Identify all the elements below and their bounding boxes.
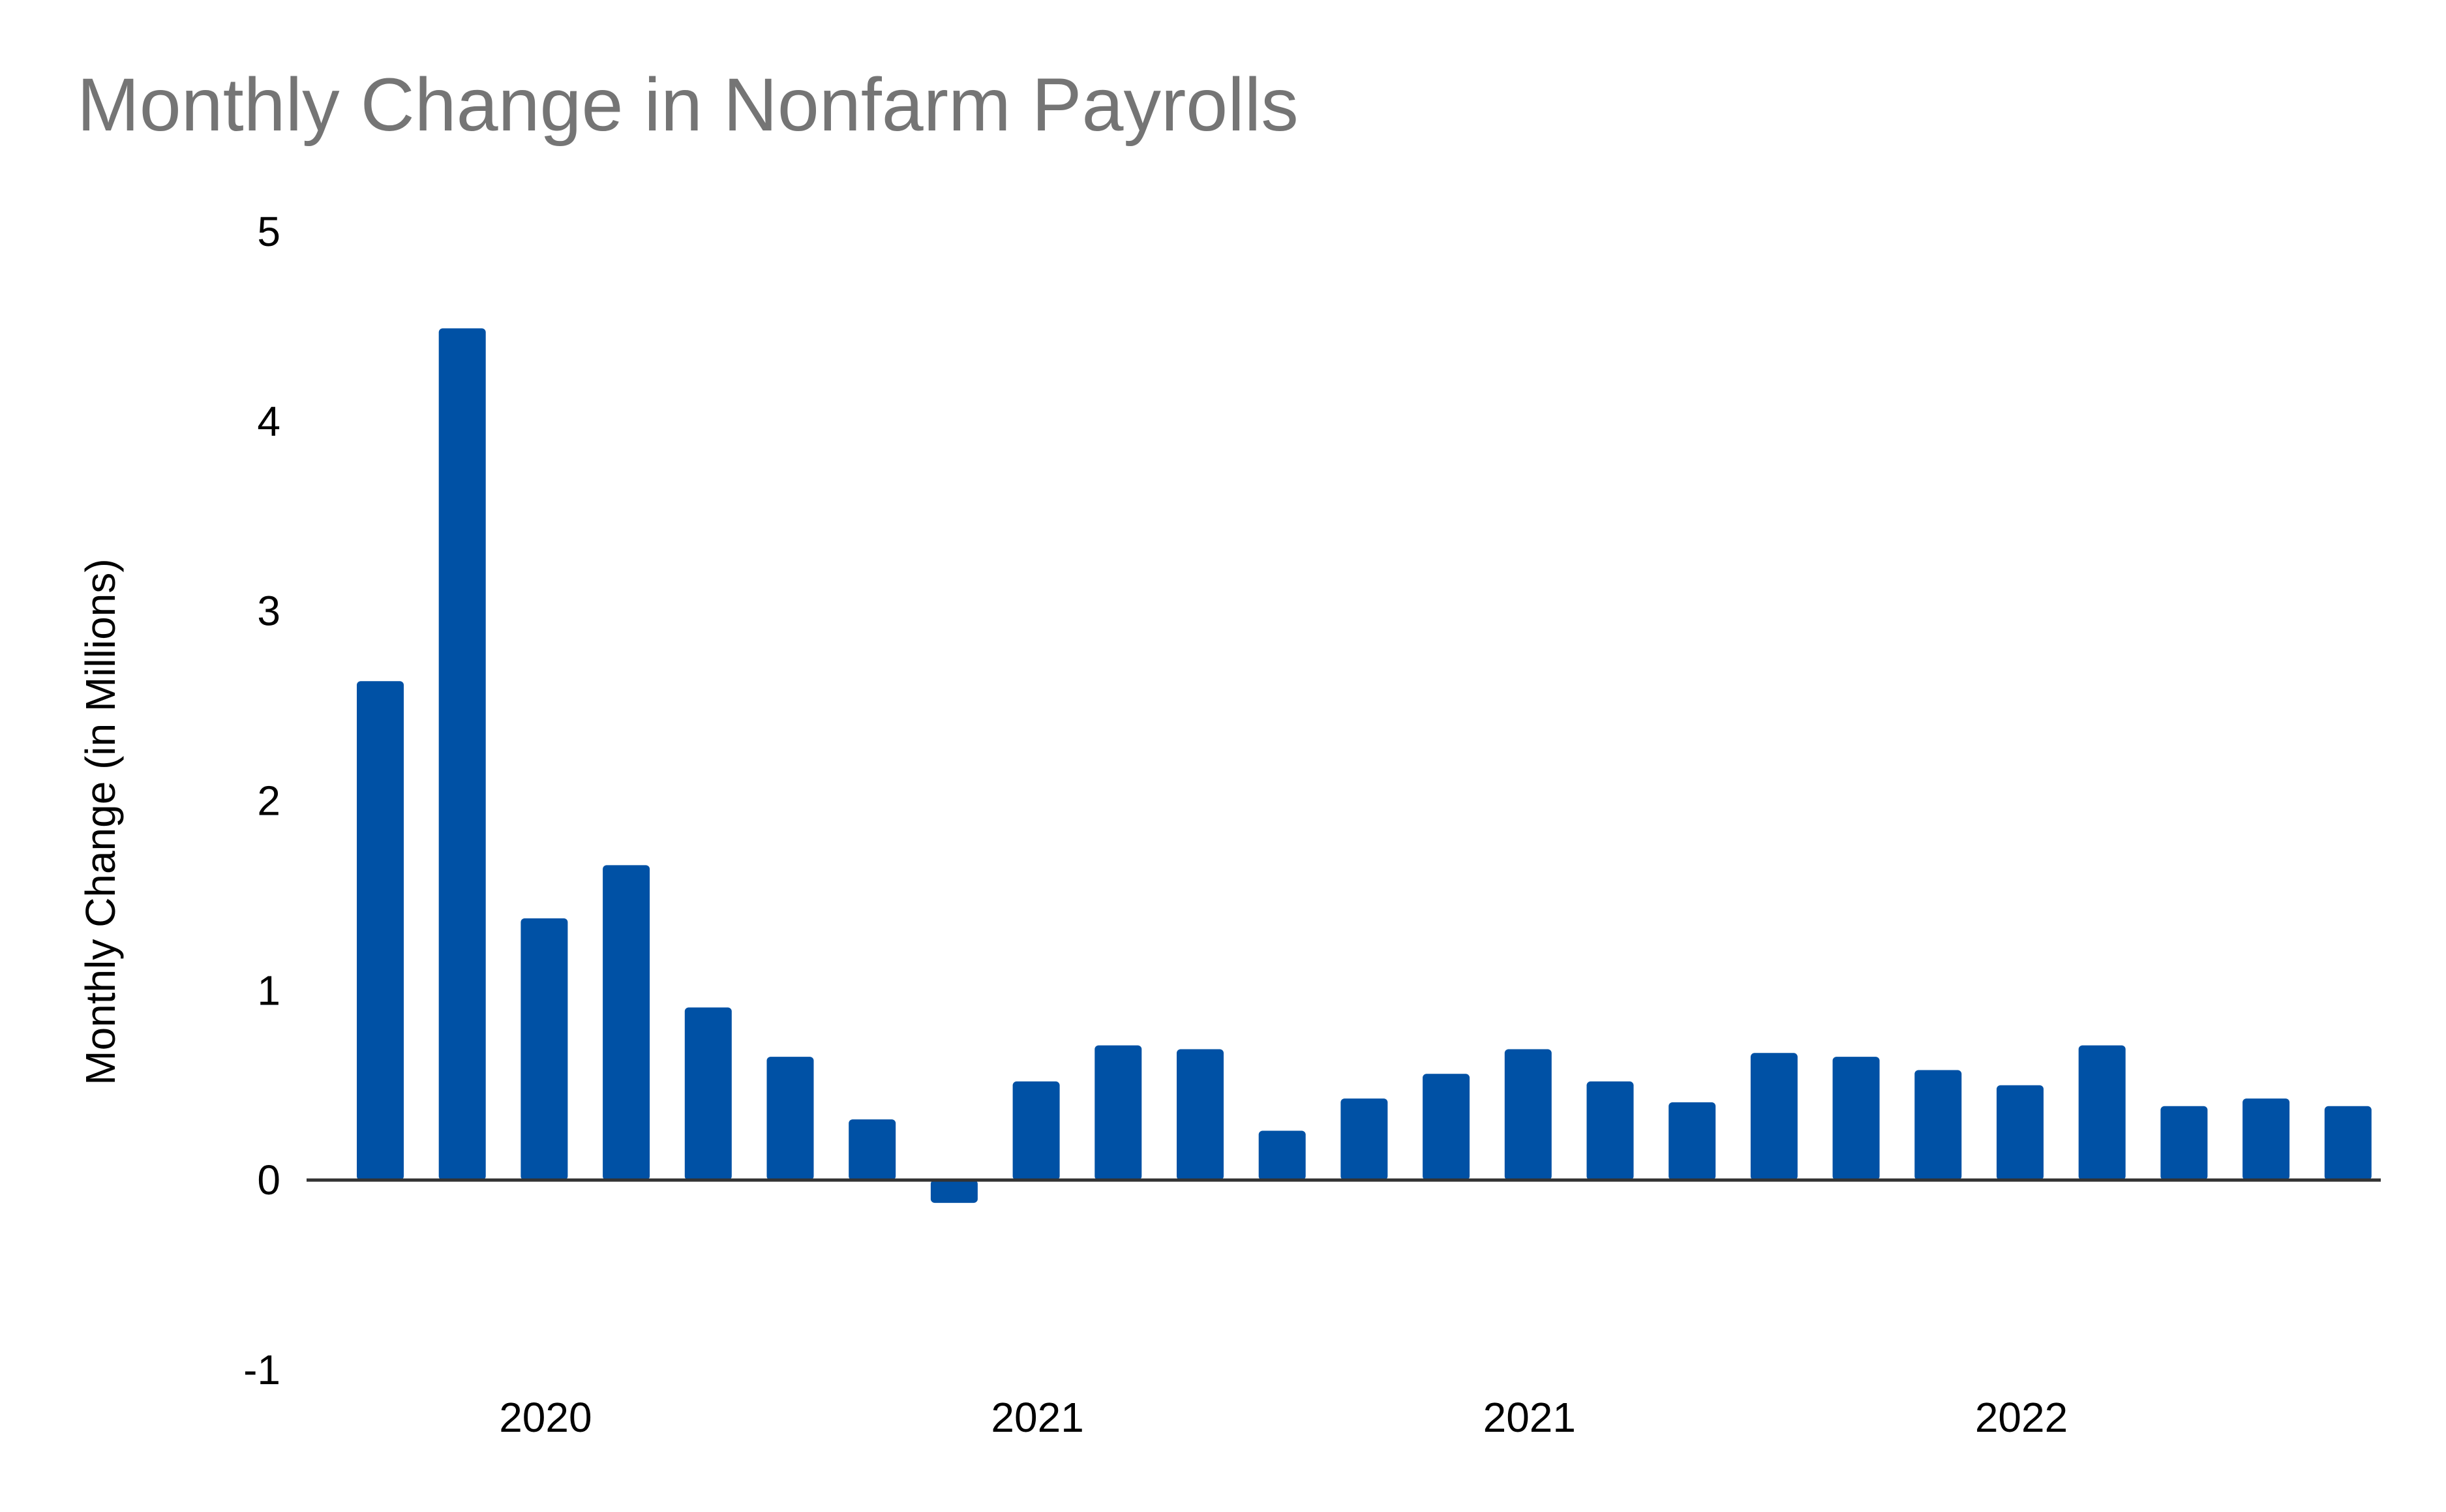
bar [2242, 1098, 2290, 1181]
bar [1586, 1081, 1634, 1181]
bar [1997, 1085, 2044, 1181]
bar [766, 1057, 814, 1181]
y-tick-label: 5 [257, 208, 280, 255]
x-axis-ticks: 2020 2021 2021 2022 [499, 1394, 2068, 1441]
y-tick-label: 3 [257, 588, 280, 635]
bar [1914, 1070, 1962, 1181]
bar [2160, 1106, 2208, 1181]
bar [1095, 1045, 1142, 1181]
chart-title: Monthly Change in Nonfarm Payrolls [77, 63, 1299, 147]
y-tick-label: -1 [243, 1346, 280, 1393]
y-tick-label: 1 [257, 967, 280, 1014]
x-tick-label: 2020 [499, 1394, 592, 1441]
bar [930, 1180, 978, 1203]
bar [849, 1119, 896, 1181]
bar [438, 328, 486, 1181]
bar [1012, 1081, 1060, 1181]
bar [1258, 1130, 1306, 1181]
x-tick-label: 2021 [991, 1394, 1083, 1441]
y-axis-label: Monthly Change (in Millions) [77, 558, 124, 1085]
x-tick-label: 2021 [1483, 1394, 1576, 1441]
bar [1668, 1102, 1716, 1181]
y-tick-label: 0 [257, 1157, 280, 1203]
bar [684, 1007, 732, 1181]
bar [357, 681, 404, 1181]
bar [603, 865, 650, 1181]
bar [1177, 1049, 1224, 1181]
x-tick-label: 2022 [1975, 1394, 2068, 1441]
bar [2324, 1106, 2372, 1181]
bar [1750, 1053, 1798, 1181]
y-axis-ticks: 5 4 3 2 1 0 -1 [243, 208, 280, 1393]
bar [2078, 1045, 2126, 1181]
bars [357, 328, 2372, 1203]
bar [1423, 1074, 1470, 1181]
bar [1832, 1057, 1880, 1181]
y-tick-label: 2 [257, 778, 280, 824]
y-tick-label: 4 [257, 398, 280, 445]
bar [521, 918, 568, 1181]
bar [1340, 1098, 1388, 1181]
bar [1504, 1049, 1552, 1181]
